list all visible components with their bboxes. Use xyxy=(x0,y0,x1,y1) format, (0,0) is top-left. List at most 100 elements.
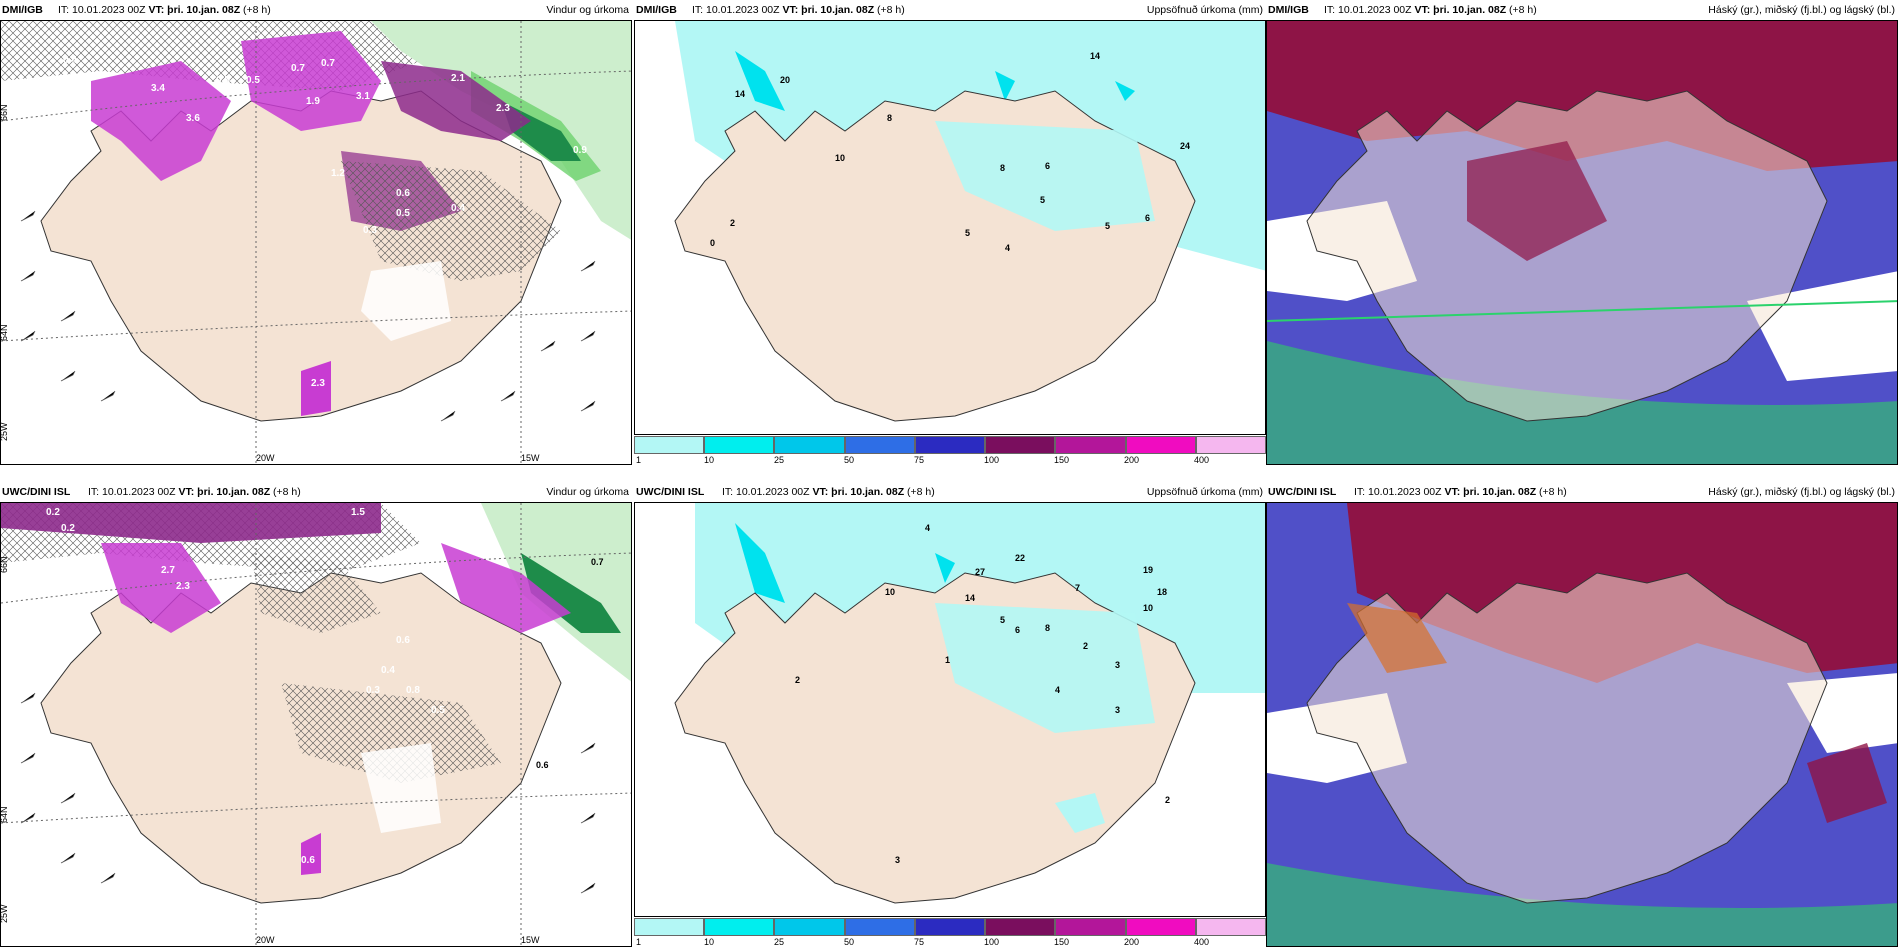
svg-text:0.5: 0.5 xyxy=(431,705,445,716)
svg-text:0.6: 0.6 xyxy=(396,635,410,646)
svg-text:8: 8 xyxy=(887,113,892,123)
lon-label-15w: 15W xyxy=(521,935,540,945)
init-time: IT: 10.01.2023 00Z xyxy=(692,4,780,16)
svg-text:2: 2 xyxy=(1165,795,1170,805)
svg-text:8: 8 xyxy=(1000,163,1005,173)
svg-text:0: 0 xyxy=(710,238,715,248)
svg-text:22: 22 xyxy=(1015,553,1025,563)
panel-title: Vindur og úrkoma xyxy=(546,4,629,16)
panel-header: DMI/IGB IT: 10.01.2023 00Z VT: þri. 10.j… xyxy=(634,0,1266,20)
svg-text:6: 6 xyxy=(1015,625,1020,635)
svg-text:0.5: 0.5 xyxy=(396,208,410,219)
legend-swatch xyxy=(844,436,915,454)
model-source: DMI/IGB xyxy=(1268,4,1309,16)
valid-time: þri. 10.jan. 08Z xyxy=(197,486,271,498)
svg-text:1.9: 1.9 xyxy=(306,96,320,107)
svg-text:0.5: 0.5 xyxy=(216,75,230,86)
lon-label-20w: 20W xyxy=(256,935,275,945)
panel-title: Háský (gr.), miðský (fj.bl.) og lágský (… xyxy=(1708,4,1895,16)
svg-text:0.4: 0.4 xyxy=(451,203,465,214)
svg-text:6: 6 xyxy=(1145,213,1150,223)
svg-text:0.4: 0.4 xyxy=(63,55,77,66)
svg-text:8: 8 xyxy=(1045,623,1050,633)
valid-label: VT: xyxy=(1444,486,1461,498)
legend-swatch xyxy=(634,436,705,454)
svg-text:10: 10 xyxy=(835,153,845,163)
svg-text:10: 10 xyxy=(1143,603,1153,613)
legend-swatch xyxy=(1125,918,1196,936)
svg-text:0.3: 0.3 xyxy=(366,685,380,696)
model-source: DMI/IGB xyxy=(636,4,677,16)
lat-label-66n: 66N xyxy=(1,104,9,121)
svg-text:0.2: 0.2 xyxy=(46,507,60,518)
panel-bottom-mid: UWC/DINI ISL IT: 10.01.2023 00Z VT: þri.… xyxy=(634,482,1266,947)
valid-time: þri. 10.jan. 08Z xyxy=(1463,486,1537,498)
svg-text:2.3: 2.3 xyxy=(176,581,190,592)
svg-text:10: 10 xyxy=(885,587,895,597)
model-source: UWC/DINI ISL xyxy=(1268,486,1337,498)
svg-text:2.7: 2.7 xyxy=(161,565,175,576)
svg-text:0.5: 0.5 xyxy=(246,75,260,86)
legend-swatch xyxy=(914,436,986,454)
svg-text:2.3: 2.3 xyxy=(311,378,325,389)
svg-text:3.4: 3.4 xyxy=(151,83,165,94)
legend-swatch xyxy=(1055,918,1126,936)
lon-label-15w: 15W xyxy=(521,453,540,463)
svg-text:1.5: 1.5 xyxy=(351,507,365,518)
svg-text:3.1: 3.1 xyxy=(356,91,370,102)
legend-labels: 1 10 25 50 75 100 150 200 400 xyxy=(636,937,1210,947)
svg-text:5: 5 xyxy=(1105,221,1110,231)
panel-header: DMI/IGB IT: 10.01.2023 00Z VT: þri. 10.j… xyxy=(1266,0,1898,20)
panel-header: DMI/IGB IT: 10.01.2023 00Z VT: þri. 10.j… xyxy=(0,0,632,20)
svg-text:0.3: 0.3 xyxy=(363,225,377,236)
wind-precip-map: 66N 64N 25W 20W 15W 0.2 0.2 1.5 2.7 2.3 … xyxy=(0,502,632,947)
valid-label: VT: xyxy=(782,4,799,16)
init-time: IT: 10.01.2023 00Z xyxy=(1354,486,1442,498)
legend-swatch xyxy=(704,436,775,454)
model-source: UWC/DINI ISL xyxy=(2,486,71,498)
panel-bottom-left: UWC/DINI ISL IT: 10.01.2023 00Z VT: þri.… xyxy=(0,482,632,947)
svg-text:3: 3 xyxy=(1115,705,1120,715)
legend-swatch xyxy=(774,918,845,936)
lead-time: (+8 h) xyxy=(273,486,301,498)
panel-title: Háský (gr.), miðský (fj.bl.) og lágský (… xyxy=(1708,486,1895,498)
legend-swatch xyxy=(1195,436,1266,454)
svg-text:3: 3 xyxy=(895,855,900,865)
svg-text:0.9: 0.9 xyxy=(573,145,587,156)
panel-top-left: DMI/IGB IT: 10.01.2023 00Z VT: þri. 10.j… xyxy=(0,0,632,465)
svg-text:2.3: 2.3 xyxy=(496,103,510,114)
lon-label-20w: 20W xyxy=(256,453,275,463)
legend-swatch xyxy=(1055,436,1126,454)
precip-value-labels: 4 10 14 22 27 19 18 10 7 5 6 8 2 3 1 2 4… xyxy=(795,523,1170,865)
valid-time: þri. 10.jan. 08Z xyxy=(831,486,905,498)
lon-label-25w: 25W xyxy=(1,904,9,923)
svg-text:19: 19 xyxy=(1143,565,1153,575)
valid-label: VT: xyxy=(1414,4,1431,16)
init-time: IT: 10.01.2023 00Z xyxy=(58,4,146,16)
svg-text:2: 2 xyxy=(730,218,735,228)
cloud-cover-map xyxy=(1266,20,1898,465)
svg-text:2: 2 xyxy=(795,675,800,685)
accumulated-precip-map: 14 14 20 8 10 8 6 5 24 5 6 5 4 2 0 xyxy=(634,20,1266,435)
panel-title: Uppsöfnuð úrkoma (mm) xyxy=(1146,4,1263,16)
precip-legend-bar xyxy=(634,436,1266,454)
svg-text:0.6: 0.6 xyxy=(396,188,410,199)
legend-swatch xyxy=(634,918,705,936)
valid-label: VT: xyxy=(812,486,829,498)
svg-text:5: 5 xyxy=(1000,615,1005,625)
init-time: IT: 10.01.2023 00Z xyxy=(88,486,176,498)
svg-text:4: 4 xyxy=(1055,685,1060,695)
svg-text:0.2: 0.2 xyxy=(61,523,75,534)
model-source: DMI/IGB xyxy=(2,4,43,16)
init-time: IT: 10.01.2023 00Z xyxy=(722,486,810,498)
svg-text:2: 2 xyxy=(1083,641,1088,651)
svg-text:1: 1 xyxy=(945,655,950,665)
precip-value-labels: 14 14 20 8 10 8 6 5 24 5 6 5 4 2 0 xyxy=(710,51,1190,253)
svg-text:20: 20 xyxy=(780,75,790,85)
lead-time: (+8 h) xyxy=(907,486,935,498)
lon-label-25w: 25W xyxy=(1,422,9,441)
svg-text:5: 5 xyxy=(1040,195,1045,205)
panel-header: UWC/DINI ISL IT: 10.01.2023 00Z VT: þri.… xyxy=(634,482,1266,502)
svg-text:4: 4 xyxy=(925,523,930,533)
svg-text:0.8: 0.8 xyxy=(406,685,420,696)
